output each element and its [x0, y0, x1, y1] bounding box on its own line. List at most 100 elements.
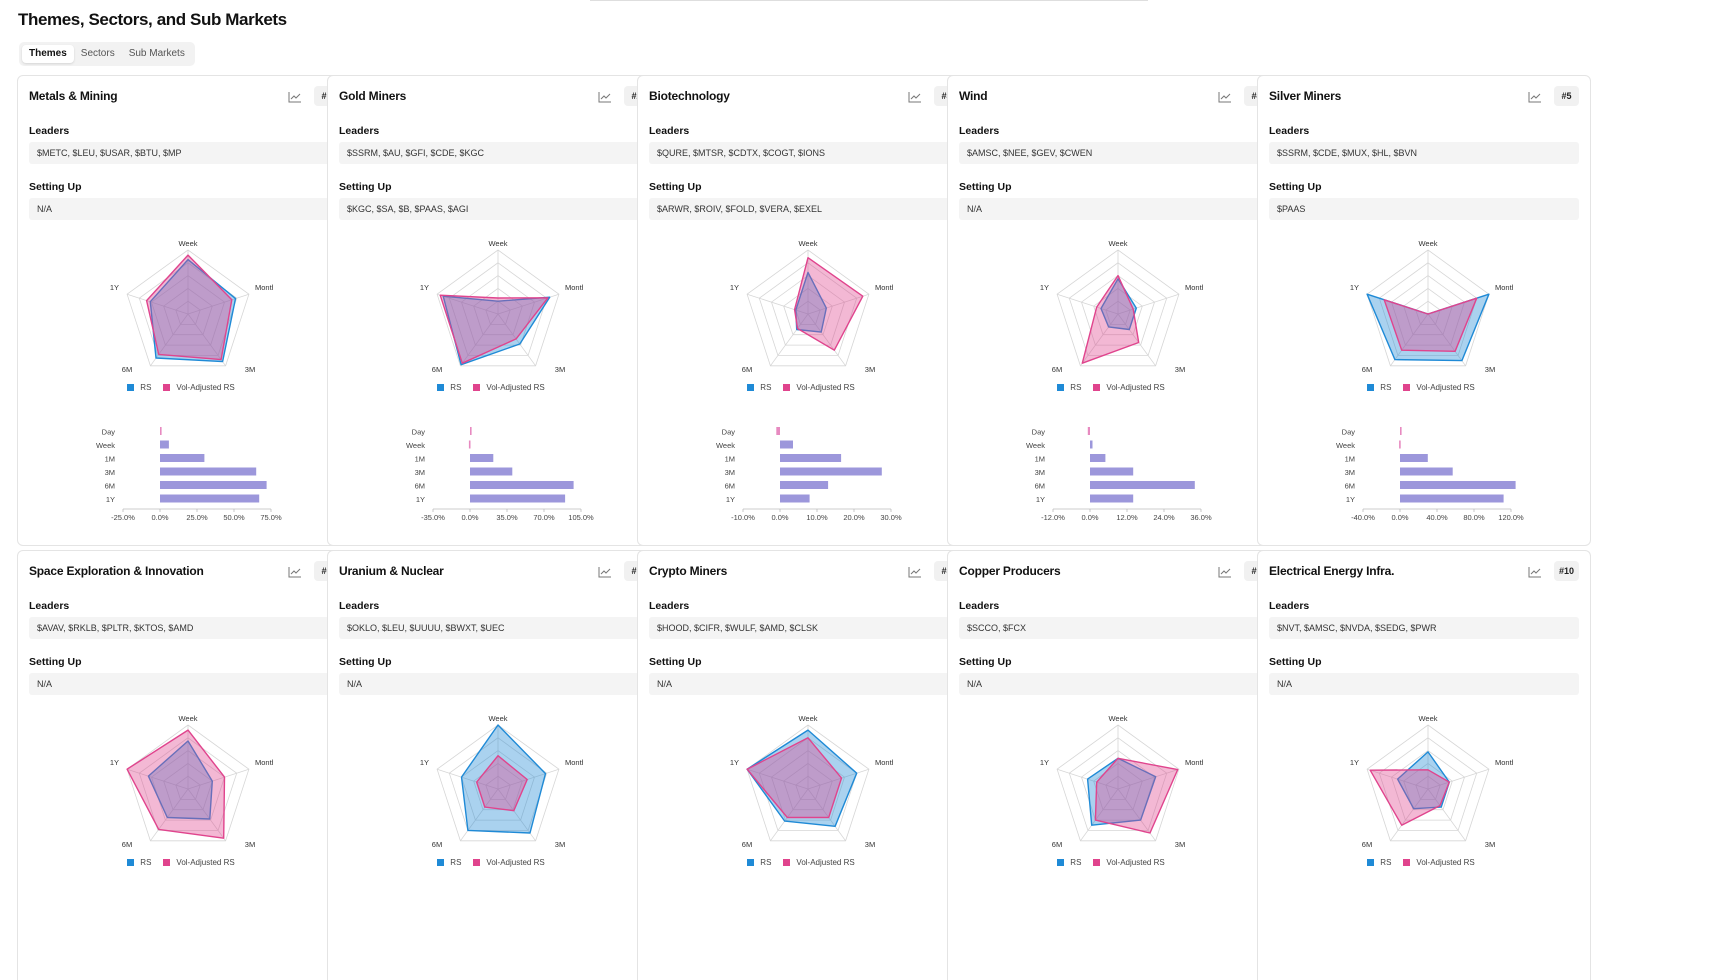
bar-axis-tick-label: 0.0% — [461, 513, 478, 522]
line-chart-icon[interactable] — [598, 91, 612, 103]
card-title: Electrical Energy Infra. — [1269, 564, 1395, 578]
legend-item-vol[interactable]: Vol-Adjusted RS — [473, 383, 545, 392]
chart-legend: RS Vol-Adjusted RS — [632, 383, 970, 392]
legend-item-rs[interactable]: RS — [1057, 383, 1081, 392]
line-chart-icon[interactable] — [908, 91, 922, 103]
leaders-label: Leaders — [1269, 125, 1310, 137]
radar-grid-ring — [436, 724, 560, 842]
bar-axis-tick-label: -12.0% — [1041, 513, 1065, 522]
bar-mark — [1090, 494, 1134, 503]
bar-mark — [780, 494, 810, 503]
legend-item-rs[interactable]: RS — [747, 858, 771, 867]
radar-axis-label: 3M — [1175, 365, 1185, 374]
legend-item-vol[interactable]: Vol-Adjusted RS — [783, 383, 855, 392]
radar-chart: Week Month 3M 6M 1Y — [1350, 714, 1516, 849]
bar-mark — [1090, 481, 1195, 489]
line-chart-icon[interactable] — [1218, 566, 1232, 578]
tab-themes[interactable]: Themes — [22, 45, 74, 63]
bar-axis-tick-label: 0.0% — [1391, 513, 1408, 522]
legend-item-rs[interactable]: RS — [127, 383, 151, 392]
leaders-label: Leaders — [649, 600, 690, 612]
setting-up-label: Setting Up — [29, 181, 82, 193]
bar-chart: Day Week 1M 3M 6M 1Y -25.0% 0.0% 25.0% 50.0% 75.0% — [96, 427, 282, 522]
radar-axis-label: 1Y — [1350, 758, 1359, 767]
radar-spoke — [150, 313, 189, 367]
line-chart-icon[interactable] — [1528, 91, 1542, 103]
radar-spoke — [126, 768, 189, 790]
radar-series-vol — [126, 729, 226, 839]
legend-label-rs: RS — [140, 383, 152, 392]
legend-item-vol[interactable]: Vol-Adjusted RS — [163, 383, 235, 392]
radar-axis-label: 1Y — [420, 758, 429, 767]
legend-swatch-vol — [783, 859, 791, 866]
line-chart-icon[interactable] — [598, 566, 612, 578]
radar-spoke — [187, 313, 226, 367]
line-chart-icon[interactable] — [1218, 91, 1232, 103]
legend-item-vol[interactable]: Vol-Adjusted RS — [1403, 383, 1475, 392]
bar-axis-tick-label: 10.0% — [806, 513, 828, 522]
bar-mark — [1399, 440, 1401, 449]
bar-mark — [160, 494, 260, 503]
legend-item-rs[interactable]: RS — [1367, 383, 1391, 392]
line-chart-icon[interactable] — [1528, 566, 1542, 578]
bar-row-label: 1Y — [106, 495, 115, 504]
tab-sectors[interactable]: Sectors — [80, 48, 115, 59]
radar-grid-ring — [151, 750, 225, 821]
bar-axis-tick-label: -35.0% — [421, 513, 445, 522]
legend-swatch-vol — [783, 384, 791, 391]
bar-row-label: 1M — [1345, 455, 1355, 464]
line-chart-icon[interactable] — [908, 566, 922, 578]
radar-grid-ring — [1068, 262, 1168, 356]
leaders-tickers: $HOOD, $CIFR, $WULF, $AMD, $CLSK — [649, 617, 959, 639]
legend-label-vol: Vol-Adjusted RS — [176, 383, 235, 392]
radar-spoke — [807, 768, 870, 790]
bar-row-label: Day — [1342, 428, 1356, 437]
bar-mark — [1087, 427, 1090, 435]
radar-axis-label: Month — [565, 283, 583, 292]
bar-chart: Day Week 1M 3M 6M 1Y -10.0% 0.0% 10.0% 20.0% 30.0% — [716, 427, 902, 522]
line-chart-icon[interactable] — [288, 566, 302, 578]
bar-row-label: 1Y — [1036, 495, 1045, 504]
line-chart-icon[interactable] — [288, 91, 302, 103]
legend-item-rs[interactable]: RS — [1367, 858, 1391, 867]
legend-item-rs[interactable]: RS — [1057, 858, 1081, 867]
bar-row-label: Day — [412, 428, 426, 437]
legend-label-vol: Vol-Adjusted RS — [176, 858, 235, 867]
legend-item-vol[interactable]: Vol-Adjusted RS — [163, 858, 235, 867]
legend-item-rs[interactable]: RS — [127, 858, 151, 867]
radar-spoke — [1390, 788, 1429, 842]
radar-spoke — [807, 313, 846, 367]
legend-item-rs[interactable]: RS — [437, 858, 461, 867]
radar-axis-label: Month — [1185, 758, 1203, 767]
radar-grid-ring — [485, 300, 511, 325]
bar-axis-tick-label: 35.0% — [496, 513, 518, 522]
legend-label-rs: RS — [760, 383, 772, 392]
legend-item-rs[interactable]: RS — [437, 383, 461, 392]
legend-item-vol[interactable]: Vol-Adjusted RS — [783, 858, 855, 867]
legend-item-vol[interactable]: Vol-Adjusted RS — [1093, 383, 1165, 392]
bar-row-label: 3M — [1035, 468, 1045, 477]
legend-swatch-vol — [473, 859, 481, 866]
leaders-label: Leaders — [959, 125, 1000, 137]
radar-series-vol — [1081, 274, 1140, 364]
radar-grid-ring — [151, 275, 225, 346]
legend-swatch-rs — [1057, 859, 1065, 866]
legend-item-vol[interactable]: Vol-Adjusted RS — [473, 858, 545, 867]
card-title: Biotechnology — [649, 89, 730, 103]
legend-item-vol[interactable]: Vol-Adjusted RS — [1093, 858, 1165, 867]
legend-item-vol[interactable]: Vol-Adjusted RS — [1403, 858, 1475, 867]
radar-axis-label: Month — [255, 758, 273, 767]
legend-item-rs[interactable]: RS — [747, 383, 771, 392]
bar-mark — [470, 481, 574, 489]
leaders-label: Leaders — [649, 125, 690, 137]
theme-card: Gold Miners#2Leaders$SSRM, $AU, $GFI, $C… — [327, 75, 661, 546]
legend-swatch-vol — [1093, 859, 1101, 866]
tab-sub-markets[interactable]: Sub Markets — [128, 48, 185, 59]
chart-legend: RS Vol-Adjusted RS — [12, 383, 350, 392]
bar-row-label: 3M — [1345, 468, 1355, 477]
radar-container: Week Month 3M 6M 1Y — [103, 709, 276, 854]
leaders-label: Leaders — [959, 600, 1000, 612]
chart-legend: RS Vol-Adjusted RS — [632, 858, 970, 867]
legend-swatch-vol — [1093, 384, 1101, 391]
bar-chart: Day Week 1M 3M 6M 1Y -40.0% 0.0% 40.0% 80.0% 120.0… — [1336, 427, 1524, 522]
